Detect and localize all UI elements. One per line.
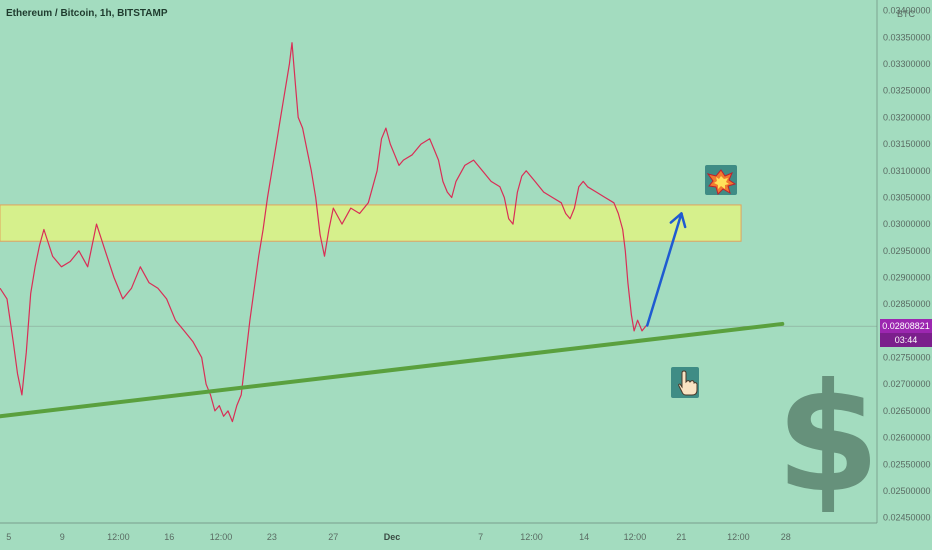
y-tick-label: 0.03250000	[883, 86, 931, 96]
y-tick-label: 0.02700000	[883, 379, 931, 389]
y-tick-label: 0.02850000	[883, 299, 931, 309]
x-tick-label: 5	[6, 532, 11, 542]
forecast-arrow-head	[669, 212, 683, 224]
price-series	[0, 42, 647, 423]
x-tick-label: 27	[328, 532, 338, 542]
current-price-label: 0.02808821	[880, 319, 932, 334]
resistance-zone	[0, 204, 742, 242]
x-tick-label: 12:00	[624, 532, 647, 542]
forecast-arrow-head	[680, 212, 687, 229]
y-tick-label: 0.03150000	[883, 139, 931, 149]
x-tick-label: 23	[267, 532, 277, 542]
x-tick-label: 14	[579, 532, 589, 542]
countdown-label: 03:44	[880, 333, 932, 348]
y-tick-label: 0.03050000	[883, 192, 931, 202]
y-tick-label: 0.02750000	[883, 353, 931, 363]
forecast-arrow	[645, 212, 683, 327]
chart-title: Ethereum / Bitcoin, 1h, BITSTAMP	[6, 8, 168, 19]
y-tick-label: 0.02950000	[883, 246, 931, 256]
x-tick-label: 12:00	[520, 532, 543, 542]
y-tick-label: 0.03350000	[883, 32, 931, 42]
x-tick-label: 12:00	[210, 532, 233, 542]
y-tick-label: 0.03000000	[883, 219, 931, 229]
y-tick-label: 0.02900000	[883, 273, 931, 283]
y-tick-label: 0.02600000	[883, 433, 931, 443]
price-layer	[0, 42, 647, 423]
forecast-arrow-group	[645, 212, 687, 327]
y-tick-label: 0.02550000	[883, 459, 931, 469]
x-tick-label: 12:00	[727, 532, 750, 542]
y-axis-unit: BTC	[897, 9, 916, 19]
y-tick-label: 0.02650000	[883, 406, 931, 416]
x-tick-label: 21	[676, 532, 686, 542]
pointing-hand-icon	[671, 367, 699, 398]
x-tick-label: 7	[478, 532, 483, 542]
y-tick-label: 0.02450000	[883, 513, 931, 523]
support-trendline	[0, 321, 785, 419]
y-tick-label: 0.03400000	[883, 6, 931, 16]
x-tick-label: Dec	[384, 532, 401, 542]
x-tick-label: 12:00	[107, 532, 130, 542]
svg-text:$: $	[776, 352, 880, 526]
collision-icon	[705, 165, 737, 195]
y-tick-label: 0.03300000	[883, 59, 931, 69]
y-tick-label: 0.03100000	[883, 166, 931, 176]
x-tick-label: 16	[164, 532, 174, 542]
y-axis-ticks: 0.03400000 0.03350000 0.03300000 0.03250000…	[883, 6, 931, 523]
y-tick-label: 0.02500000	[883, 486, 931, 496]
x-tick-label: 28	[781, 532, 791, 542]
x-axis-ticks: 5 9 12:00 16 12:00 23 27 Dec 7 12:00 14 12:00 21 12:0…	[6, 532, 791, 542]
dollar-sign-icon: $	[776, 352, 880, 526]
x-tick-label: 9	[60, 532, 65, 542]
y-tick-label: 0.03200000	[883, 112, 931, 122]
